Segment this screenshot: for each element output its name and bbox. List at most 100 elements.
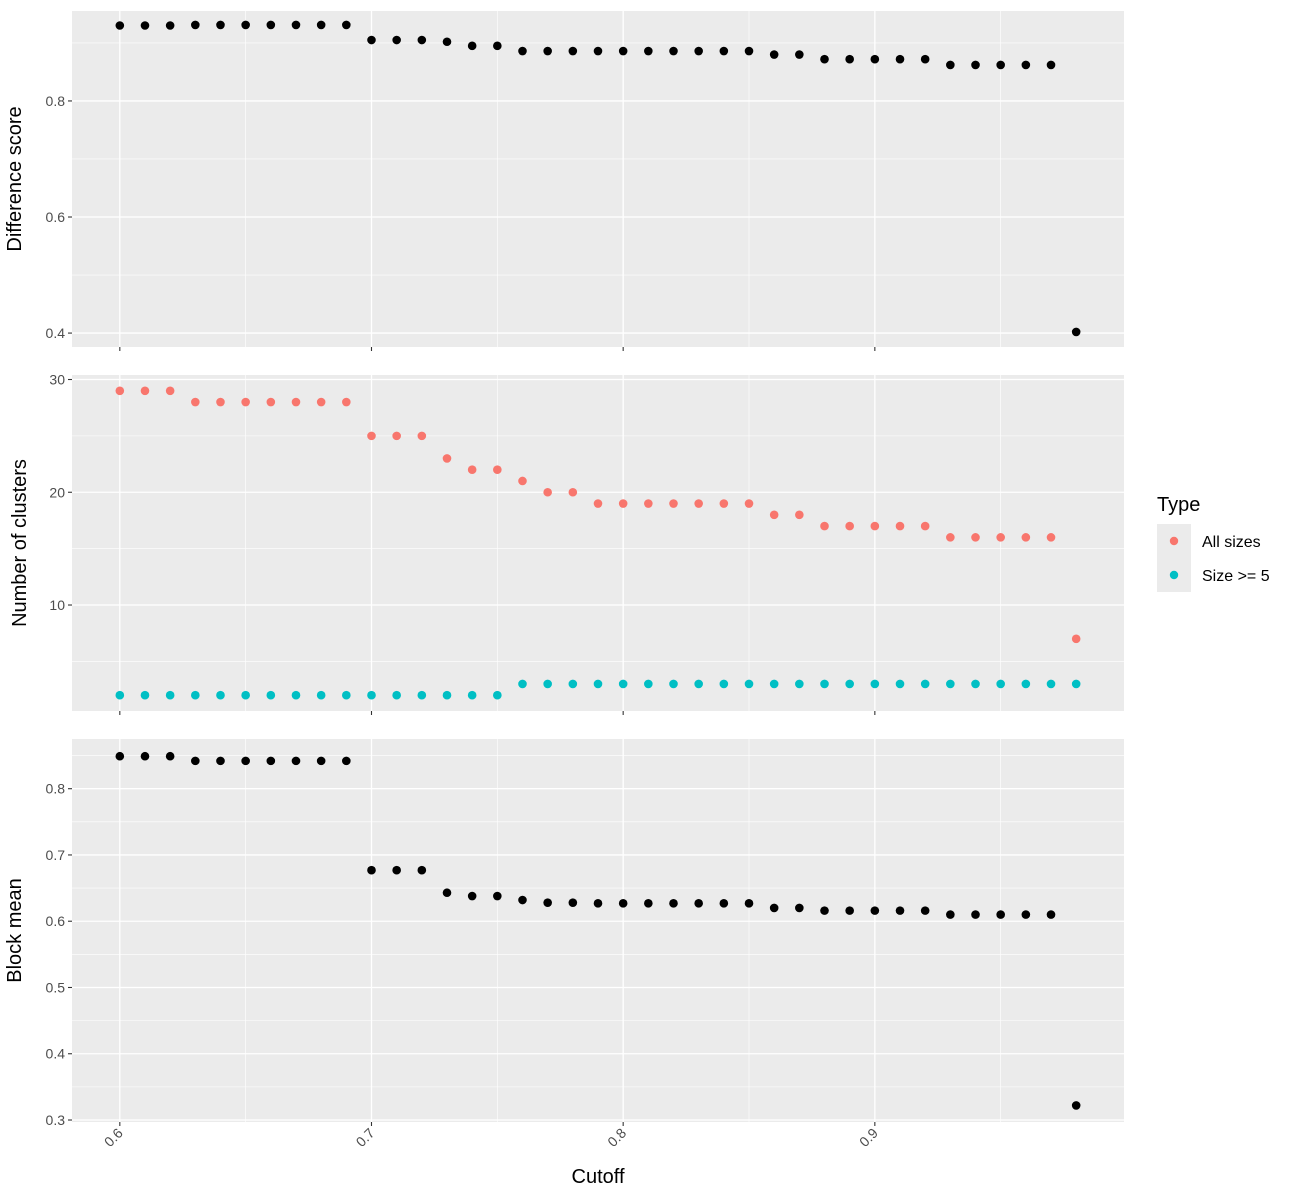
data-point <box>971 910 980 919</box>
legend-dot-all-sizes <box>1169 536 1179 546</box>
data-point <box>744 899 754 908</box>
series-2-2 <box>115 679 1081 700</box>
data-point <box>115 751 125 761</box>
data-point <box>644 679 653 689</box>
y-tick-label: 0.5 <box>46 979 66 995</box>
data-point <box>769 903 779 913</box>
data-point <box>241 690 250 700</box>
data-point <box>845 679 854 689</box>
data-point <box>216 690 225 700</box>
data-point <box>870 521 880 531</box>
legend-dot-size-5 <box>1169 570 1179 580</box>
data-point <box>694 899 703 908</box>
data-point <box>165 690 175 700</box>
data-point <box>140 21 150 30</box>
data-point <box>266 756 276 766</box>
data-point <box>140 386 150 396</box>
data-point <box>694 679 703 689</box>
data-point <box>417 35 427 45</box>
data-point <box>266 397 276 407</box>
y-tick-label: 0.8 <box>46 93 66 109</box>
y-axis-title: Block mean <box>4 878 26 983</box>
legend-label-all-sizes: All sizes <box>1202 534 1261 551</box>
data-point <box>165 21 175 30</box>
data-point <box>266 20 276 30</box>
x-tick-label: 0.7 <box>353 1125 378 1150</box>
data-point <box>417 690 427 700</box>
data-point <box>493 690 502 700</box>
data-point <box>316 397 326 407</box>
data-point <box>316 690 326 700</box>
data-point <box>241 756 250 766</box>
series-3-1 <box>115 751 1081 1110</box>
data-point <box>1021 910 1031 919</box>
data-point <box>820 54 829 64</box>
y-tick-label: 0.4 <box>46 325 66 341</box>
data-point <box>467 891 477 901</box>
data-point <box>165 386 175 396</box>
data-point <box>618 899 628 908</box>
data-point <box>593 46 603 56</box>
data-point <box>795 50 804 59</box>
data-point <box>1071 1101 1081 1110</box>
data-point <box>669 679 678 689</box>
facet-panel-2: 10 20 30 Number of clusters <box>9 372 1124 715</box>
data-point <box>367 690 376 700</box>
data-point <box>996 60 1005 70</box>
data-point <box>165 751 175 761</box>
data-point <box>241 20 250 30</box>
y-tick-label: 0.3 <box>46 1112 66 1128</box>
data-point <box>593 899 603 908</box>
data-point <box>115 21 125 30</box>
data-point <box>820 906 829 915</box>
data-point <box>845 906 854 915</box>
data-point <box>618 679 628 689</box>
data-point <box>795 679 804 689</box>
data-point <box>795 903 804 913</box>
x-axis-title: Cutoff <box>572 1166 625 1188</box>
data-point <box>291 20 301 30</box>
x-axis: 0.6 0.7 0.8 0.9 <box>101 1125 881 1150</box>
data-point <box>870 54 880 64</box>
data-point <box>216 756 225 766</box>
data-point <box>1071 679 1081 689</box>
y-axis-title: Number of clusters <box>9 459 31 627</box>
data-point <box>291 690 301 700</box>
y-axis-title: Difference score <box>4 106 26 251</box>
data-point <box>191 397 200 407</box>
data-point <box>518 895 527 905</box>
data-point <box>946 910 955 919</box>
data-point <box>694 46 703 56</box>
data-point <box>769 510 779 520</box>
data-point <box>1021 533 1031 542</box>
data-point <box>140 690 150 700</box>
data-point <box>644 899 653 908</box>
data-point <box>467 465 477 475</box>
data-point <box>820 679 829 689</box>
data-point <box>870 679 880 689</box>
data-point <box>115 386 125 396</box>
data-point <box>895 54 905 64</box>
data-point <box>644 46 653 56</box>
data-point <box>1021 60 1031 70</box>
data-point <box>1046 910 1056 919</box>
data-point <box>367 431 376 441</box>
data-point <box>920 521 930 531</box>
data-point <box>996 679 1005 689</box>
data-point <box>316 20 326 30</box>
data-point <box>870 906 880 915</box>
data-point <box>191 20 200 30</box>
series-1-1 <box>115 20 1081 337</box>
data-point <box>1046 533 1056 542</box>
data-point <box>1046 679 1056 689</box>
data-point <box>417 865 427 875</box>
data-point <box>367 35 376 45</box>
data-point <box>568 46 578 56</box>
data-point <box>543 898 552 907</box>
data-point <box>342 397 351 407</box>
data-point <box>216 20 225 30</box>
data-point <box>442 37 452 47</box>
data-point <box>845 54 854 64</box>
panel-background <box>72 11 1124 347</box>
data-point <box>115 690 125 700</box>
